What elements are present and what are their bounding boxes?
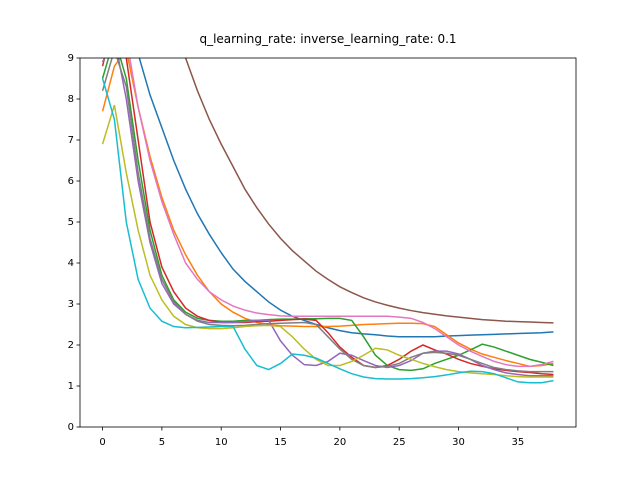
- series-line: [138, 58, 554, 338]
- x-tick-label: 5: [159, 437, 165, 448]
- series-line: [101, 58, 554, 372]
- y-tick-label: 3: [68, 299, 74, 310]
- series-line: [101, 58, 554, 368]
- x-tick-label: 30: [452, 437, 465, 448]
- y-tick-label: 4: [68, 258, 74, 269]
- x-tick-label: 20: [333, 437, 346, 448]
- x-tick-label: 35: [511, 437, 524, 448]
- series-line: [101, 58, 554, 376]
- y-tick-label: 2: [68, 340, 74, 351]
- y-tick-label: 5: [68, 217, 74, 228]
- y-tick-label: 6: [68, 176, 74, 187]
- x-tick-label: 15: [274, 437, 287, 448]
- series-line: [184, 58, 554, 324]
- y-tick-label: 8: [68, 94, 74, 105]
- x-tick-label: 0: [99, 437, 105, 448]
- chart-title: q_learning_rate: inverse_learning_rate: …: [199, 32, 456, 46]
- series-line: [101, 104, 554, 378]
- axes-frame: [79, 57, 577, 428]
- y-tick-label: 1: [68, 381, 74, 392]
- plot-area: [101, 58, 554, 384]
- y-tick-label: 9: [68, 53, 74, 64]
- series-line: [101, 58, 554, 373]
- series-line: [101, 58, 554, 377]
- x-tick-label: 25: [393, 437, 406, 448]
- series-line: [129, 58, 554, 368]
- x-tick-label: 10: [215, 437, 228, 448]
- y-tick-label: 7: [68, 135, 74, 146]
- series-line: [101, 78, 554, 384]
- y-tick-label: 0: [68, 422, 74, 433]
